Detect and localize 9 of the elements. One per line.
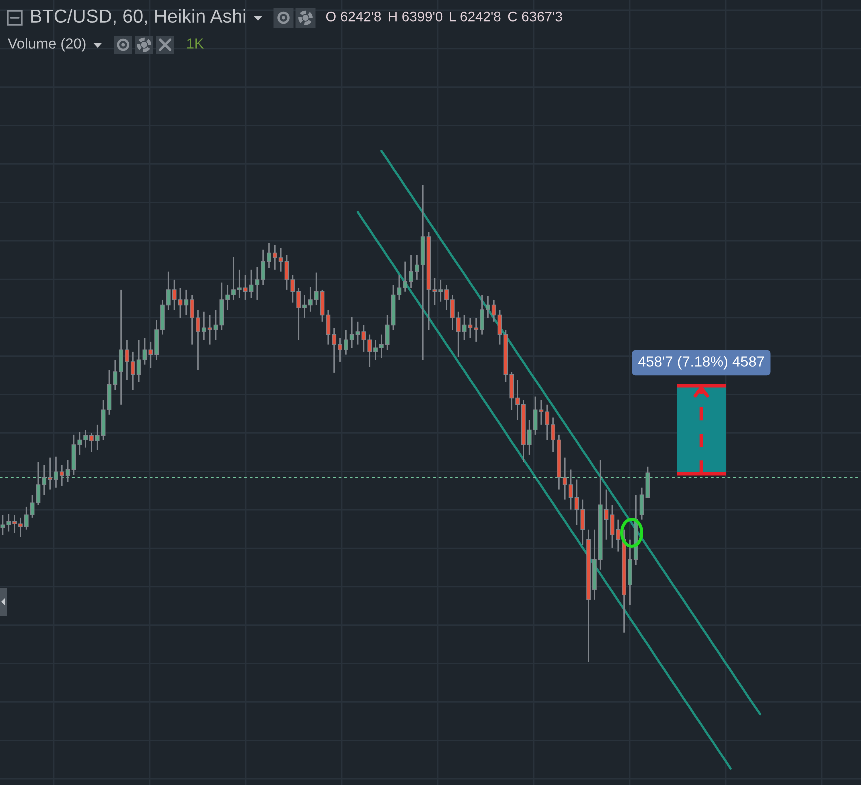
text: O 6242'8 — [326, 12, 382, 22]
chart-title: BTC/USD, 60, Heikin Ashi — [32, 9, 246, 26]
chart-subtitle: Volume (20) — [8, 38, 86, 52]
text: L 6242'8 — [450, 12, 501, 22]
text: C 6367'3 — [508, 12, 562, 22]
candlestick — [640, 487, 644, 521]
text: 1K — [187, 38, 204, 49]
annotation: 458'7 (7.18%) 4587 — [638, 356, 764, 370]
text: H 6399'0 — [389, 12, 443, 22]
